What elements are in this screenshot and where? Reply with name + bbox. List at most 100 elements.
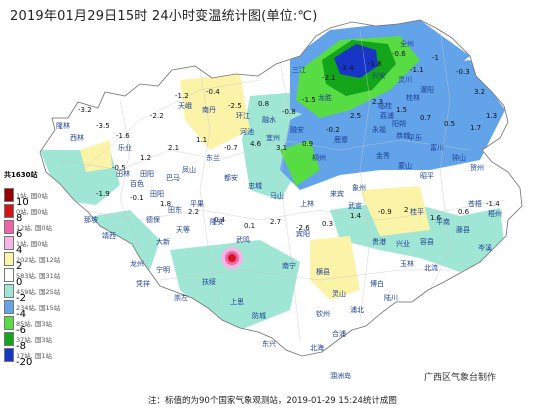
- city-label: 都安: [224, 173, 238, 182]
- city-label: 东兴: [262, 339, 276, 348]
- city-label: 永福: [372, 125, 386, 134]
- station-value-label: 2.2: [188, 208, 199, 216]
- station-value-label: 0.3: [322, 220, 333, 228]
- station-value-label: 1.8: [160, 200, 171, 208]
- station-value-label: -0.5: [112, 164, 126, 172]
- city-label: 灵山: [332, 289, 346, 298]
- legend-total: 共1630站: [4, 171, 38, 179]
- city-label: 容县: [420, 237, 434, 246]
- city-label: 北海: [310, 343, 324, 352]
- station-values: -3.2 -3.5 -1.6 -2.2 -1.2 -0.4 -2.5 0.8 -0.8 -1.5 -…: [78, 50, 500, 232]
- legend-count: 12站, 国0站: [16, 224, 53, 232]
- city-label: 昭平: [420, 172, 434, 180]
- city-label: 全州: [400, 39, 414, 48]
- city-label: 百色: [130, 179, 144, 188]
- station-value-label: 2.3: [372, 98, 383, 106]
- city-label: 隆林: [56, 121, 70, 130]
- station-value-label: 2.1: [168, 144, 179, 152]
- city-label: 柳州: [312, 153, 326, 162]
- city-label: 南宁: [282, 261, 296, 270]
- city-label: 田阳: [150, 189, 164, 198]
- city-label: 贺州: [470, 163, 484, 172]
- legend-value: 4: [16, 245, 23, 256]
- station-value-label: 1.1: [196, 136, 207, 144]
- city-label: 融水: [262, 115, 276, 124]
- city-label: 鹿寨: [334, 135, 348, 144]
- zone-green-patch: [280, 140, 320, 186]
- legend-swatch: [4, 316, 14, 330]
- city-label: 玉林: [400, 259, 414, 268]
- legend-swatch: [4, 204, 14, 218]
- city-label: 蒙山: [398, 161, 412, 170]
- station-value-label: -2.1: [322, 74, 336, 82]
- city-label: 来宾: [330, 189, 344, 198]
- city-label: 博白: [370, 279, 384, 288]
- city-label: 巴马: [166, 174, 180, 182]
- station-value-label: -1.9: [96, 190, 110, 198]
- city-label: 田东: [168, 205, 182, 214]
- station-value-label: -0.9: [378, 208, 392, 216]
- station-value-label: -2.5: [228, 102, 242, 110]
- legend-count: 17站, 国1站: [16, 352, 53, 360]
- station-value-label: -1.1: [410, 66, 424, 74]
- station-value-label: -0.2: [326, 126, 340, 134]
- city-label: 钟山: [452, 153, 466, 162]
- city-label: 灌阳: [420, 85, 434, 94]
- legend-value: 2: [16, 261, 23, 272]
- legend-count: 0站, 国0站: [16, 208, 48, 216]
- legend-swatch: [4, 220, 14, 234]
- legend-swatch: [4, 284, 14, 298]
- city-label: 武宣: [348, 201, 362, 210]
- zone-yellow-center-south: [310, 236, 360, 300]
- legend-value: 6: [16, 229, 23, 240]
- city-label: 马山: [270, 191, 284, 200]
- city-label: 环江: [236, 112, 250, 120]
- city-label: 三江: [292, 66, 306, 74]
- city-label: 宁明: [156, 265, 170, 274]
- station-value-label: 1.2: [140, 154, 151, 162]
- city-label: 兴业: [396, 239, 410, 248]
- station-value-label: -1.5: [302, 96, 316, 104]
- legend-count: 37站, 国3站: [16, 336, 53, 344]
- city-label: 阳朔: [392, 119, 406, 128]
- city-label: 贵港: [372, 237, 386, 246]
- city-label: 武鸣: [236, 235, 250, 244]
- city-label: 天等: [176, 225, 190, 234]
- city-label: 西林: [70, 133, 84, 142]
- city-label: 融安: [290, 125, 304, 134]
- station-value-label: 4.6: [250, 140, 262, 148]
- city-label: 苍梧: [468, 199, 482, 208]
- station-value-label: -0.1: [130, 194, 144, 202]
- city-label: 德保: [146, 215, 160, 224]
- city-label: 资源: [350, 45, 364, 54]
- station-value-label: 3.2: [474, 88, 485, 96]
- city-label: 陆川: [384, 293, 398, 302]
- station-value-label: 0.1: [244, 222, 255, 230]
- zone-yellow-east: [360, 186, 430, 236]
- station-value-label: 1.3: [486, 112, 497, 120]
- station-value-label: 2.7: [270, 218, 281, 226]
- station-value-label: 0.7: [420, 114, 431, 122]
- city-label: 北流: [424, 263, 438, 272]
- station-value-label: -1.8: [368, 60, 382, 68]
- city-label: 宾阳: [296, 229, 310, 238]
- legend-swatch: [4, 332, 14, 346]
- city-label: 防城: [252, 311, 266, 320]
- station-value-label: -1.4: [486, 200, 500, 208]
- map-title: 2019年01月29日15时 24小时变温统计图(单位:℃): [10, 9, 318, 24]
- legend-value: -6: [16, 325, 26, 336]
- legend-value: -8: [16, 341, 26, 352]
- city-label: 合浦: [332, 329, 346, 338]
- station-value-label: -3.5: [96, 122, 110, 130]
- station-value-label: 1.7: [470, 124, 481, 132]
- city-label: 平乐: [408, 133, 422, 142]
- city-label: 天峨: [178, 101, 192, 110]
- city-label: 南丹: [202, 105, 216, 114]
- hotspot-core: [228, 254, 236, 262]
- station-value-label: 0.5: [444, 120, 455, 128]
- city-label: 兴安: [372, 71, 386, 80]
- legend-count: 1站, 国0站: [16, 240, 48, 248]
- city-label: 田林: [116, 169, 130, 178]
